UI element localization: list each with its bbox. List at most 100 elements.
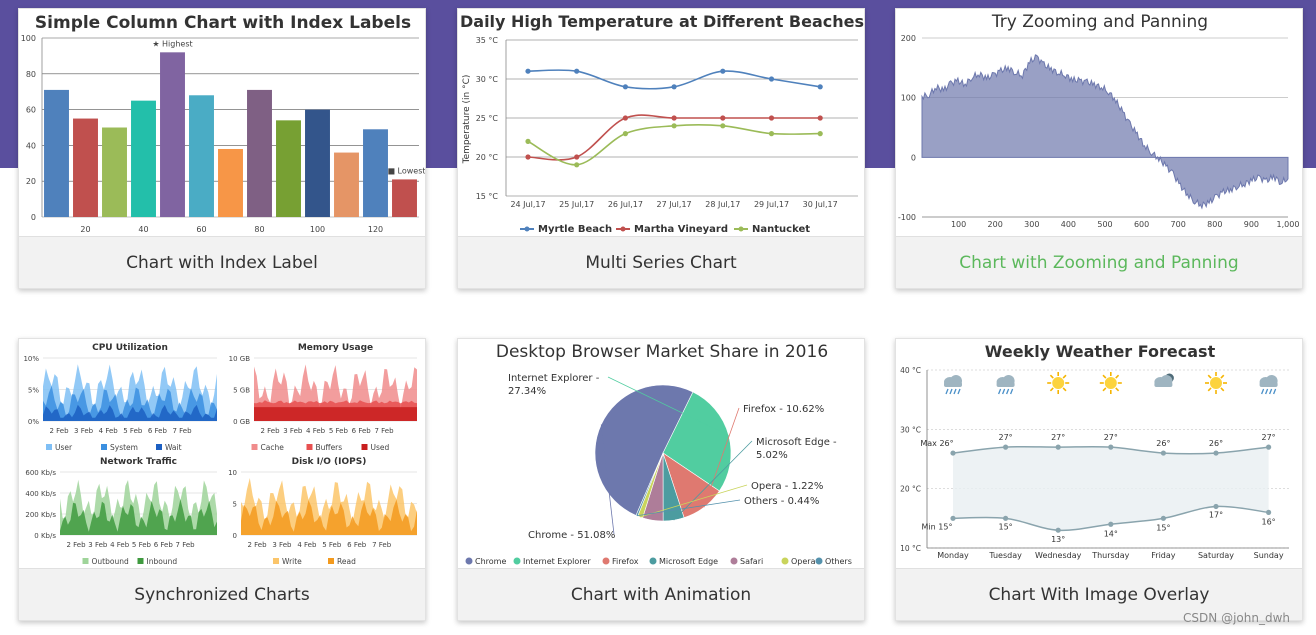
index-label: ■ Lowest xyxy=(387,166,425,175)
multi-series-chart: Daily High Temperature at Different Beac… xyxy=(460,12,864,235)
rain-drop xyxy=(957,388,961,395)
legend-marker xyxy=(730,557,738,565)
x-tick-label: 25 Jul,17 xyxy=(559,200,594,209)
rain-drop xyxy=(997,388,1002,395)
min-point xyxy=(1108,521,1114,527)
legend-marker xyxy=(101,444,107,450)
chart-title: Simple Column Chart with Index Labels xyxy=(35,13,411,33)
x-tick-label: 1,000 xyxy=(1277,220,1300,229)
card-index-label[interactable]: Simple Column Chart with Index Labels 0 20… xyxy=(18,8,426,289)
x-tick-label: 400 xyxy=(1061,220,1076,229)
max-point xyxy=(1160,450,1166,456)
data-point xyxy=(525,154,531,160)
legend-marker xyxy=(82,558,89,564)
label-connector xyxy=(640,484,748,518)
data-point xyxy=(671,84,677,90)
data-point xyxy=(768,115,775,121)
sun-ray xyxy=(1102,374,1107,379)
legend-marker xyxy=(815,557,823,565)
legend-marker xyxy=(46,444,52,450)
card-zoom-pan[interactable]: Try Zooming and Panning -100 0 100 200 100 200… xyxy=(895,8,1303,289)
rain-drop xyxy=(949,388,953,395)
x-tick-label: 7 Feb xyxy=(176,541,196,549)
slice-label: Microsoft Edge - xyxy=(756,437,837,448)
legend-label: Used xyxy=(371,443,390,452)
slice-label: Others - 0.44% xyxy=(744,496,819,507)
subchart-title: Network Traffic xyxy=(100,457,177,467)
legend-label: Read xyxy=(337,557,356,566)
min-point xyxy=(1213,503,1219,510)
min-point xyxy=(1055,527,1061,533)
x-tick-label: 20 xyxy=(80,225,90,234)
rain-drop xyxy=(1005,388,1010,395)
x-tick-label: 29 Jul,17 xyxy=(754,200,789,209)
x-tick-label: Monday xyxy=(937,551,969,560)
card-caption[interactable]: Chart with Animation xyxy=(458,568,864,620)
data-point xyxy=(817,84,823,90)
slice-label: 27.34% xyxy=(508,386,546,397)
max-label: Max 26° xyxy=(920,439,953,448)
y-tick-label: 20 xyxy=(26,177,36,186)
zoom-pan-chart[interactable]: Try Zooming and Panning -100 0 100 200 100 200… xyxy=(896,9,1303,238)
y-tick-label: 100 xyxy=(21,34,36,43)
data-point xyxy=(525,138,531,144)
y-tick-label: 0 xyxy=(31,213,36,222)
legend-label: System xyxy=(110,443,138,452)
rain-drop xyxy=(945,388,949,395)
x-tick-label: 3 Feb xyxy=(88,541,108,549)
legend-marker xyxy=(156,444,162,450)
sun-ray xyxy=(1062,387,1067,392)
y-tick-label: 10% xyxy=(23,355,39,363)
y-tick-label: 35 °C xyxy=(476,36,499,45)
sun-ray xyxy=(1115,387,1120,392)
x-tick-label: 120 xyxy=(368,225,383,234)
card-caption[interactable]: Chart with Index Label xyxy=(19,236,425,288)
max-label: 26° xyxy=(1156,439,1170,448)
bar xyxy=(392,179,417,217)
card-synchronized[interactable]: CPU Utilization 0% 5% 10% 2 Feb 3 Feb 4 Feb 5 F… xyxy=(18,338,426,621)
x-tick-label: 3 Feb xyxy=(283,427,303,435)
x-tick-label: 2 Feb xyxy=(260,427,280,435)
bar xyxy=(160,52,185,217)
card-multi-series[interactable]: Daily High Temperature at Different Beac… xyxy=(457,8,865,289)
card-caption[interactable]: Chart With Image Overlay xyxy=(896,568,1302,620)
card-animation[interactable]: Desktop Browser Market Share in 2016 Chro… xyxy=(457,338,865,621)
cloud-icon xyxy=(944,382,962,387)
y-tick-label: 10 xyxy=(228,469,237,477)
label-connector xyxy=(673,440,753,521)
data-point xyxy=(671,115,677,121)
slice-label: Opera - 1.22% xyxy=(751,481,823,492)
x-tick-label: 900 xyxy=(1244,220,1259,229)
y-tick-label: 5 xyxy=(233,501,237,509)
data-point xyxy=(525,68,531,74)
bar xyxy=(131,100,156,217)
card-caption[interactable]: Multi Series Chart xyxy=(458,236,864,288)
card-caption[interactable]: Synchronized Charts xyxy=(19,568,425,620)
card-caption[interactable]: Chart with Zooming and Panning xyxy=(896,236,1302,288)
label-connector xyxy=(703,407,740,508)
min-point xyxy=(950,515,956,521)
y-tick-label: 200 xyxy=(901,34,916,43)
y-tick-label: 5 GB xyxy=(233,387,250,395)
x-tick-label: 60 xyxy=(196,225,206,234)
pie-slice xyxy=(594,384,694,516)
sun-ray xyxy=(1062,374,1067,379)
min-label: 17° xyxy=(1209,510,1223,519)
y-tick-label: 30 °C xyxy=(900,425,921,434)
y-tick-label: 600 Kb/s xyxy=(25,469,56,477)
card-weather[interactable]: Weekly Weather Forecast 10 °C 20 °C 30 °C 40… xyxy=(895,338,1303,621)
bar xyxy=(44,89,69,217)
y-tick-label: -100 xyxy=(898,213,916,222)
pie-chart: Desktop Browser Market Share in 2016 Chro… xyxy=(465,342,852,566)
legend-label: Opera xyxy=(791,557,816,566)
min-label: 15° xyxy=(1156,523,1170,532)
max-label: 26° xyxy=(1209,439,1223,448)
area-series xyxy=(254,407,417,421)
rain-drop xyxy=(1260,388,1265,395)
legend-marker xyxy=(137,558,144,564)
x-tick-label: 27 Jul,17 xyxy=(657,200,692,209)
legend-marker xyxy=(273,558,279,564)
legend-label: Firefox xyxy=(612,557,639,566)
bar xyxy=(73,118,98,217)
legend-label: Martha Vineyard xyxy=(634,224,728,235)
